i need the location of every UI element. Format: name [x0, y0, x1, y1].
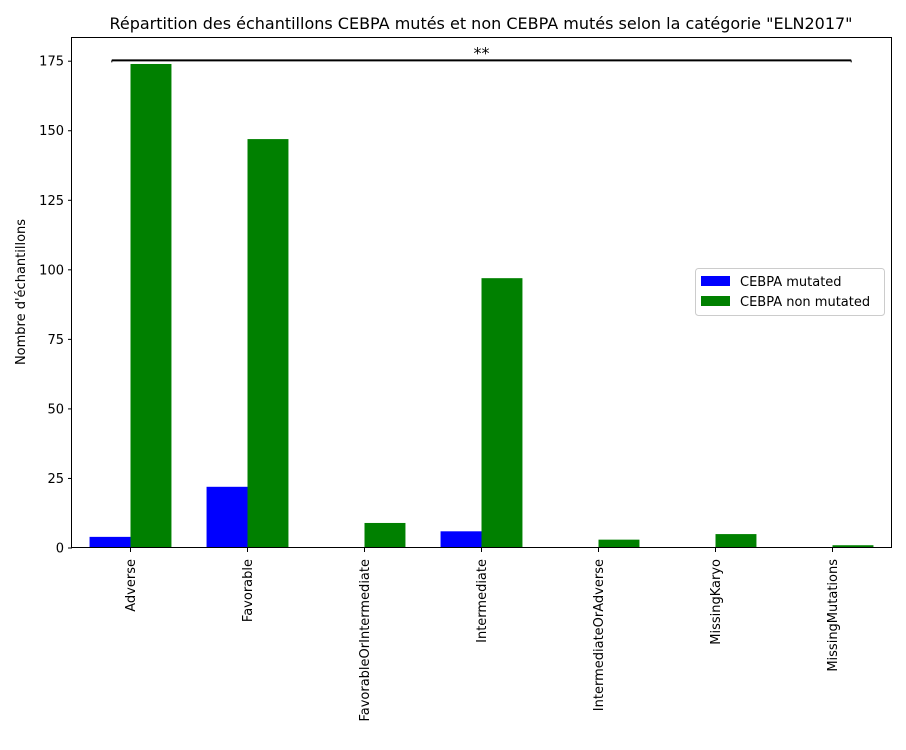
y-tick-label: 75	[47, 333, 64, 348]
y-tick-label: 175	[39, 55, 64, 70]
y-tick-label: 150	[39, 124, 64, 139]
y-tick-label: 125	[39, 194, 64, 209]
bars-layer	[89, 63, 874, 548]
legend-label-mutated: CEBPA mutated	[740, 275, 842, 290]
legend-items: CEBPA mutated CEBPA non mutated	[701, 275, 870, 310]
x-tick-label-Adverse: Adverse	[124, 559, 139, 612]
bar-mutated-Favorable	[206, 486, 248, 548]
bar-mutated-Intermediate	[440, 531, 482, 548]
y-tick-label: 100	[39, 263, 64, 278]
x-tick-label-Favorable: Favorable	[241, 559, 256, 622]
legend-label-non-mutated: CEBPA non mutated	[740, 295, 870, 310]
y-axis-label: Nombre d'échantillons	[14, 219, 29, 365]
annotation-layer: **	[111, 43, 852, 63]
y-tick-label: 25	[47, 472, 64, 487]
y-axis-ticks: 0 25 50 75 100 125 150 175	[39, 55, 72, 557]
x-tick-label-IntermediateOrAdverse: IntermediateOrAdverse	[592, 559, 607, 711]
bar-non-mutated-Adverse	[130, 63, 172, 548]
bar-non-mutated-FavorableOrIntermediate	[364, 522, 406, 548]
bar-non-mutated-MissingKaryo	[715, 534, 757, 548]
legend-swatch-non-mutated	[701, 296, 730, 306]
legend-swatch-mutated	[701, 276, 730, 286]
legend-box	[695, 268, 885, 316]
bar-non-mutated-MissingMutations	[832, 545, 874, 548]
bar-mutated-Adverse	[89, 536, 131, 548]
x-tick-label-Intermediate: Intermediate	[475, 559, 490, 643]
x-tick-label-MissingKaryo: MissingKaryo	[709, 559, 724, 645]
bar-non-mutated-IntermediateOrAdverse	[598, 539, 640, 548]
x-axis-ticks: Adverse Favorable FavorableOrIntermediate I…	[124, 548, 841, 722]
plot-frame	[71, 37, 892, 548]
y-tick-label: 50	[47, 402, 64, 417]
y-tick-label: 0	[56, 542, 64, 557]
legend: CEBPA mutated CEBPA non mutated	[695, 268, 885, 316]
x-tick-label-MissingMutations: MissingMutations	[826, 559, 841, 672]
x-tick-label-FavorableOrIntermediate: FavorableOrIntermediate	[358, 559, 373, 722]
significance-label: **	[474, 43, 490, 62]
chart-title: Répartition des échantillons CEBPA mutés…	[109, 14, 852, 33]
bar-non-mutated-Favorable	[247, 139, 289, 548]
bar-non-mutated-Intermediate	[481, 278, 523, 548]
